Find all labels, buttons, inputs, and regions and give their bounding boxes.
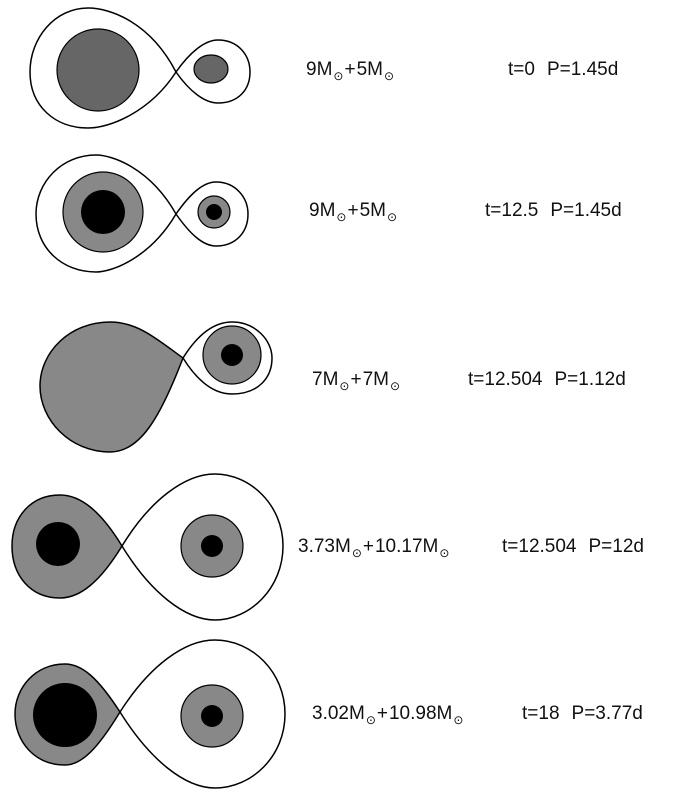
stage-3-m1: 7 — [312, 369, 323, 390]
solar-symbol-icon: ⊙ — [439, 546, 450, 560]
solar-symbol-icon: ⊙ — [365, 713, 376, 727]
stage-4-m1: 3.73 — [298, 536, 335, 557]
stage-4-primary-core — [36, 522, 80, 566]
stage-4-time-period: t=12.504 P=12d — [502, 537, 644, 556]
stage-2-m2: 5 — [359, 200, 371, 221]
stage-2-period: P=1.45d — [550, 200, 622, 221]
stage-2-primary-core — [81, 190, 125, 234]
solar-symbol-icon: ⊙ — [336, 210, 347, 224]
stage-4-binary — [11, 473, 284, 621]
stage-2-m1: 9 — [309, 200, 320, 221]
solar-symbol-icon: ⊙ — [389, 379, 401, 393]
stage-1-mass-label: 9M⊙+5M⊙ — [306, 59, 395, 83]
stage-5-time-period: t=18 P=3.77d — [522, 704, 643, 723]
stage-3-binary — [39, 321, 273, 453]
stage-4-secondary-roche-outline — [121, 473, 284, 621]
stage-3-time-period: t=12.504 P=1.12d — [468, 370, 626, 389]
stage-3-secondary-roche-outline — [182, 321, 273, 395]
stage-1-time-period: t=0 P=1.45d — [508, 60, 618, 79]
stage-1-secondary-star — [193, 54, 229, 84]
stage-1-m1: 9 — [306, 59, 317, 80]
solar-symbol-icon: ⊙ — [333, 69, 344, 83]
stage-5-primary-core — [33, 683, 97, 747]
solar-symbol-icon: ⊙ — [383, 69, 395, 83]
stage-2-roche-outline — [35, 154, 249, 273]
stage-5-time: t=18 — [522, 703, 560, 724]
stage-3-m2: 7 — [362, 369, 374, 390]
stage-4-m2: 10.17 — [374, 536, 423, 557]
stage-2-time: t=12.5 — [485, 200, 539, 221]
solar-symbol-icon: ⊙ — [453, 713, 464, 727]
stage-5-binary — [14, 639, 286, 789]
solar-symbol-icon: ⊙ — [351, 546, 362, 560]
stage-5-mass-label: 3.02M⊙+10.98M⊙ — [312, 703, 464, 727]
stage-2-binary — [35, 154, 249, 273]
stage-4-period: P=12d — [588, 536, 644, 557]
stage-2-time-period: t=12.5 P=1.45d — [485, 201, 622, 220]
stage-4-mass-label: 3.73M⊙+10.17M⊙ — [298, 536, 450, 560]
stage-1-period: P=1.45d — [546, 59, 619, 80]
stage-2-secondary-core — [206, 204, 222, 220]
stage-1-roche-outline — [29, 7, 251, 129]
stage-3-primary-roche-lobe — [39, 321, 184, 453]
stage-4-secondary-core — [201, 535, 223, 557]
stage-3-period: P=1.12d — [554, 369, 626, 390]
stage-5-secondary-roche-outline — [119, 639, 286, 789]
stage-1-binary — [29, 7, 251, 129]
stage-5-secondary-core — [201, 705, 223, 727]
stage-3-time: t=12.504 — [468, 369, 543, 390]
solar-symbol-icon: ⊙ — [386, 210, 398, 224]
stage-3-secondary-core — [221, 344, 243, 366]
stage-4-time: t=12.504 — [502, 536, 577, 557]
stage-1-time: t=0 — [508, 59, 535, 80]
stage-5-m2: 10.98 — [388, 703, 437, 724]
stage-1-m2: 5 — [356, 59, 368, 80]
stage-5-period: P=3.77d — [571, 703, 643, 724]
stage-5-m1: 3.02 — [312, 703, 349, 724]
solar-symbol-icon: ⊙ — [339, 379, 350, 393]
stage-2-mass-label: 9M⊙+5M⊙ — [309, 200, 398, 224]
stage-1-primary-star — [56, 28, 140, 112]
stage-3-mass-label: 7M⊙+7M⊙ — [312, 369, 401, 393]
